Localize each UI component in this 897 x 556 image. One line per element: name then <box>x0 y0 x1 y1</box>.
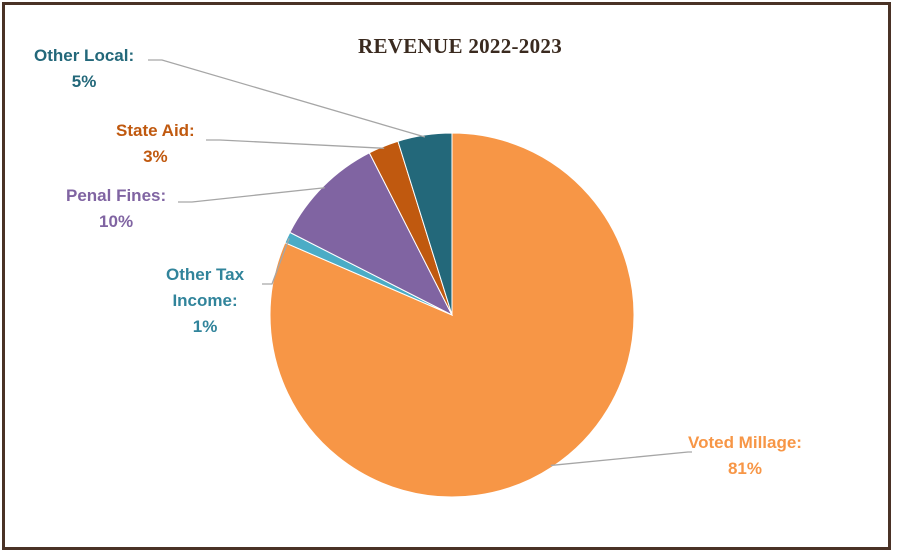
label-name: Other Local: <box>34 46 135 65</box>
leader-line-state-aid <box>206 139 385 149</box>
data-label-voted-millage: Voted Millage: 81% <box>688 430 802 482</box>
data-label-state-aid: State Aid: 3% <box>116 118 195 170</box>
label-value: 3% <box>143 147 168 166</box>
label-value: 1% <box>192 317 218 336</box>
leader-line-other-tax-income <box>262 238 290 285</box>
label-value: 81% <box>727 459 762 478</box>
pie-slices <box>269 132 635 498</box>
pie-slice-other-local <box>397 132 453 316</box>
leader-line-penal-fines <box>178 187 325 203</box>
label-name: Voted Millage: <box>688 433 802 452</box>
label-name: State Aid: <box>116 121 195 140</box>
chart-title: REVENUE 2022-2023 <box>357 34 563 58</box>
leader-lines <box>148 59 692 467</box>
leader-line-voted-millage <box>550 451 692 467</box>
pie-slice-penal-fines <box>289 152 454 317</box>
label-name-line1: Other Tax <box>166 265 245 284</box>
leader-line-other-local <box>148 59 426 138</box>
data-label-penal-fines: Penal Fines: 10% <box>66 183 166 235</box>
label-value: 5% <box>71 72 97 91</box>
label-value: 10% <box>99 212 134 231</box>
label-name-line2: Income: <box>172 291 238 310</box>
data-label-other-tax-income: Other Tax Income: 1% <box>166 262 244 340</box>
label-name: Penal Fines: <box>66 186 167 205</box>
data-label-other-local: Other Local: 5% <box>34 43 134 95</box>
